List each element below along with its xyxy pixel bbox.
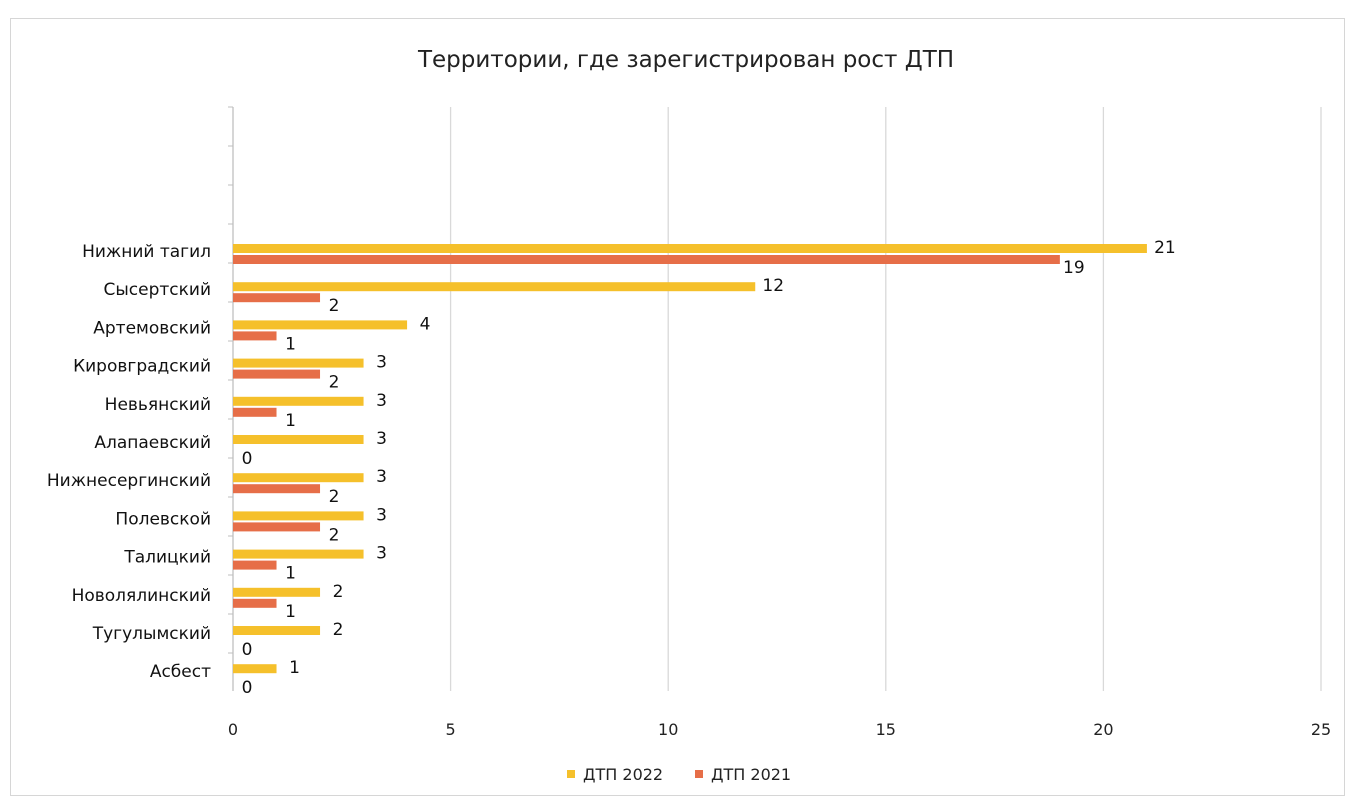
x-tick-label: 15: [876, 720, 896, 739]
bar-dtp-2022: [233, 282, 756, 292]
data-label: 21: [1154, 238, 1176, 258]
data-label: 2: [333, 582, 344, 602]
data-label: 2: [329, 373, 340, 393]
category-label: Талицкий: [123, 548, 211, 568]
bar-dtp-2022: [233, 626, 321, 635]
x-axis-ticks: 0 5 10 15 20 25: [228, 720, 1331, 739]
bar-dtp-2022: [233, 664, 277, 674]
data-label: 4: [420, 314, 431, 334]
data-label: 1: [285, 411, 296, 431]
data-label: 1: [285, 564, 296, 584]
category-label: Новолялинский: [72, 586, 211, 606]
bar-dtp-2022: [233, 244, 1147, 253]
category-label: Тугулымский: [92, 624, 211, 644]
category-label: Нижний тагил: [82, 242, 211, 262]
bar-dtp-2022: [233, 473, 364, 483]
bar-dtp-2022: [233, 358, 364, 368]
bar-dtp-2022: [233, 435, 364, 444]
bar-dtp-2022: [233, 320, 408, 330]
data-label: 3: [376, 391, 387, 411]
bar-dtp-2022: [233, 396, 364, 406]
x-tick-label: 25: [1311, 720, 1331, 739]
legend-label: ДТП 2021: [711, 765, 791, 784]
bar-dtp-2022: [233, 587, 321, 597]
category-label: Алапаевский: [94, 433, 211, 453]
data-label: 12: [762, 276, 784, 296]
category-label: Артемовский: [93, 318, 211, 338]
bars: [233, 244, 1147, 674]
data-label: 19: [1063, 258, 1085, 278]
gridlines: [228, 106, 1322, 691]
bar-dtp-2021: [233, 293, 321, 303]
data-label: 2: [333, 620, 344, 640]
x-tick-label: 0: [228, 720, 238, 739]
category-label: Невьянский: [105, 395, 211, 415]
legend-swatch: [695, 770, 703, 778]
data-label: 0: [242, 449, 253, 469]
data-label: 0: [242, 640, 253, 660]
data-label: 0: [242, 678, 253, 698]
data-label: 3: [376, 544, 387, 564]
category-label: Нижнесергинский: [47, 471, 211, 491]
data-label: 1: [285, 334, 296, 354]
bar-dtp-2021: [233, 369, 321, 379]
x-tick-label: 10: [658, 720, 678, 739]
bar-dtp-2022: [233, 549, 364, 559]
legend-label: ДТП 2022: [583, 765, 663, 784]
bar-dtp-2021: [233, 522, 321, 532]
data-label: 3: [376, 505, 387, 525]
legend: ДТП 2022 ДТП 2021: [567, 765, 791, 784]
data-label: 2: [329, 296, 340, 316]
x-tick-label: 5: [446, 720, 456, 739]
category-label: Кировградский: [73, 357, 211, 377]
data-label: 1: [289, 658, 300, 678]
chart-title: Территории, где зарегистрирован рост ДТП: [417, 47, 954, 73]
data-label: 3: [376, 353, 387, 373]
legend-swatch: [567, 770, 575, 778]
x-tick-label: 20: [1093, 720, 1113, 739]
bar-dtp-2021: [233, 598, 277, 608]
data-label: 1: [285, 602, 296, 622]
chart-frame: Территории, где зарегистрирован рост ДТП…: [10, 18, 1345, 796]
bar-dtp-2021: [233, 484, 321, 494]
bar-dtp-2022: [233, 511, 364, 521]
data-label: 3: [376, 467, 387, 487]
category-label: Сысертский: [103, 280, 211, 300]
category-labels: Нижний тагил Сысертский Артемовский Кировгр…: [47, 242, 211, 682]
bar-dtp-2021: [233, 255, 1060, 264]
data-label: 3: [376, 429, 387, 449]
bar-dtp-2021: [233, 560, 277, 570]
data-label: 2: [329, 487, 340, 507]
category-label: Асбест: [150, 662, 211, 682]
bar-chart: Территории, где зарегистрирован рост ДТП…: [47, 47, 1331, 784]
bar-dtp-2021: [233, 331, 277, 341]
bar-dtp-2021: [233, 407, 277, 417]
category-label: Полевской: [115, 509, 211, 529]
data-label: 2: [329, 525, 340, 545]
